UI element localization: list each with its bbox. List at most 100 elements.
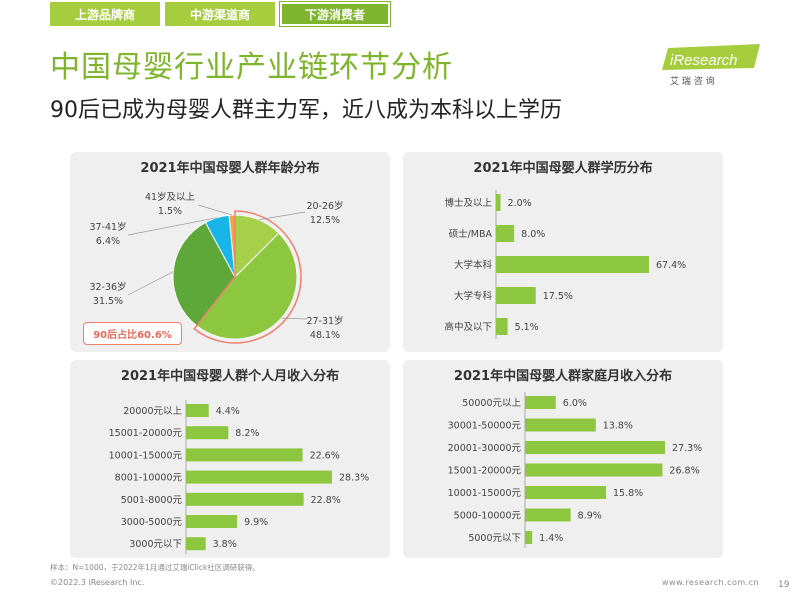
pie-label-4: 41岁及以上	[145, 191, 196, 203]
value-label-4: 22.8%	[311, 495, 341, 506]
copyright-text: ©2022.3 iResearch Inc.	[50, 578, 145, 587]
age-chart-title: 2021年中国母婴人群年龄分布	[140, 161, 320, 176]
bar-4	[496, 318, 508, 335]
bar-5	[525, 508, 571, 522]
category-label-0: 20000元以上	[123, 406, 182, 417]
category-label-0: 50000元以上	[462, 398, 521, 409]
logo-brand: iResearch	[670, 52, 738, 69]
page-number: 19	[778, 580, 790, 590]
value-label-0: 4.4%	[216, 406, 240, 417]
value-label-3: 17.5%	[543, 291, 573, 302]
bar-3	[525, 463, 663, 477]
category-label-3: 8001-10000元	[115, 473, 183, 484]
value-label-4: 15.8%	[613, 488, 643, 499]
pie-label-1: 27-31岁	[306, 315, 343, 327]
bar-0	[496, 194, 501, 211]
pie-value-2: 31.5%	[93, 296, 123, 307]
logo-tagline: 艾 瑞 咨 询	[670, 75, 715, 87]
pie-label-0: 20-26岁	[306, 200, 343, 212]
personal-income-chart-title: 2021年中国母婴人群个人月收入分布	[120, 369, 340, 384]
category-label-0: 博士及以上	[444, 197, 492, 209]
tab-upstream-brands[interactable]: 上游品牌商	[50, 2, 160, 26]
post90s-share-callout: 90后占比60.6%	[83, 322, 182, 345]
value-label-2: 67.4%	[656, 260, 686, 271]
pie-leader-line-2	[127, 271, 174, 296]
category-label-1: 15001-20000元	[109, 428, 183, 439]
category-label-6: 3000元以下	[129, 539, 182, 550]
household-income-panel: 2021年中国母婴人群家庭月收入分布 50000元以上 6.0% 30001-500…	[403, 360, 723, 558]
bar-1	[186, 426, 229, 440]
personal-income-panel: 2021年中国母婴人群个人月收入分布 20000元以上 4.4% 15001-200…	[70, 360, 390, 558]
bar-6	[186, 537, 206, 551]
pie-value-0: 12.5%	[310, 215, 340, 226]
value-label-5: 9.9%	[244, 517, 268, 528]
household-income-bar-chart: 50000元以上 6.0% 30001-50000元 13.8% 20001-30000…	[448, 392, 702, 548]
bar-0	[525, 396, 556, 409]
post90s-highlight-outline	[193, 210, 302, 344]
personal-income-bar-chart: 20000元以上 4.4% 15001-20000元 8.2% 10001-15000元…	[109, 400, 369, 555]
value-label-0: 6.0%	[563, 398, 587, 409]
bar-1	[525, 418, 596, 432]
tab-downstream-consumers[interactable]: 下游消费者	[279, 1, 391, 27]
value-label-3: 26.8%	[669, 466, 699, 477]
category-label-4: 10001-15000元	[448, 488, 522, 499]
category-label-4: 高中及以下	[444, 321, 492, 333]
pie-value-3: 6.4%	[96, 236, 120, 247]
page-title: 中国母婴行业产业链环节分析	[50, 50, 453, 85]
value-label-0: 2.0%	[508, 198, 532, 209]
pie-leader-line-4	[197, 204, 233, 216]
household-income-chart-title: 2021年中国母婴人群家庭月收入分布	[453, 369, 673, 384]
pie-label-3: 37-41岁	[89, 221, 126, 233]
bar-2	[496, 256, 649, 273]
pie-leader-line-1	[281, 317, 308, 320]
bar-4	[186, 492, 304, 506]
bar-3	[186, 470, 332, 484]
category-label-5: 3000-5000元	[121, 517, 183, 528]
bar-3	[496, 287, 536, 304]
bar-2	[186, 448, 303, 462]
category-label-2: 10001-15000元	[109, 450, 183, 461]
value-label-5: 8.9%	[578, 511, 602, 522]
education-chart-title: 2021年中国母婴人群学历分布	[473, 161, 653, 176]
bar-4	[525, 486, 607, 499]
value-label-6: 3.8%	[213, 539, 237, 550]
value-label-1: 13.8%	[603, 421, 633, 432]
education-bar-chart: 博士及以上 2.0% 硕士/MBA 8.0% 大学本科 67.4% 大学专科 17.5% 高中及…	[444, 190, 686, 339]
bar-5	[186, 515, 238, 528]
pie-slice-2	[172, 221, 236, 327]
website-link[interactable]: www.research.com.cn	[662, 578, 760, 587]
value-label-1: 8.2%	[235, 428, 259, 439]
value-label-2: 27.3%	[672, 443, 702, 454]
pie-leader-line-0	[258, 211, 306, 221]
pie-value-4: 1.5%	[158, 206, 182, 217]
bar-6	[525, 531, 533, 544]
bar-2	[525, 441, 665, 454]
value-label-4: 5.1%	[515, 322, 539, 333]
age-pie-chart: 20-26岁 12.5% 27-31岁 48.1% 32-36岁 31.5% 37-41岁 6…	[89, 191, 344, 344]
tab-midstream-channels[interactable]: 中游渠道商	[165, 2, 275, 26]
pie-leader-line-3	[127, 217, 218, 236]
tab-bar: 上游品牌商 中游渠道商 下游消费者	[50, 1, 391, 28]
value-label-3: 28.3%	[339, 473, 369, 484]
category-label-2: 大学本科	[454, 259, 493, 271]
age-distribution-panel: 2021年中国母婴人群年龄分布 20-26岁 12.5% 27-31岁 48.1% 32…	[70, 152, 390, 352]
page-subtitle: 90后已成为母婴人群主力军，近八成为本科以上学历	[50, 98, 562, 123]
value-label-6: 1.4%	[539, 533, 563, 544]
pie-label-2: 32-36岁	[89, 281, 126, 293]
category-label-3: 15001-20000元	[448, 466, 522, 477]
category-label-1: 30001-50000元	[448, 421, 522, 432]
category-label-2: 20001-30000元	[448, 443, 522, 454]
category-label-5: 5000-10000元	[454, 511, 522, 522]
category-label-1: 硕士/MBA	[449, 228, 493, 240]
category-label-6: 5000元以下	[468, 533, 521, 544]
sample-footnote: 样本：N=1000，于2022年1月通过艾瑞iClick社区调研获得。	[50, 563, 260, 572]
category-label-4: 5001-8000元	[121, 495, 183, 506]
category-label-3: 大学专科	[454, 290, 493, 302]
value-label-1: 8.0%	[521, 229, 545, 240]
education-distribution-panel: 2021年中国母婴人群学历分布 博士及以上 2.0% 硕士/MBA 8.0% 大学本科 6…	[403, 152, 723, 352]
pie-slice-1	[195, 232, 298, 340]
iresearch-logo: iResearch 艾 瑞 咨 询	[662, 44, 760, 87]
value-label-2: 22.6%	[310, 450, 340, 461]
pie-value-1: 48.1%	[310, 330, 340, 341]
bar-1	[496, 225, 515, 242]
